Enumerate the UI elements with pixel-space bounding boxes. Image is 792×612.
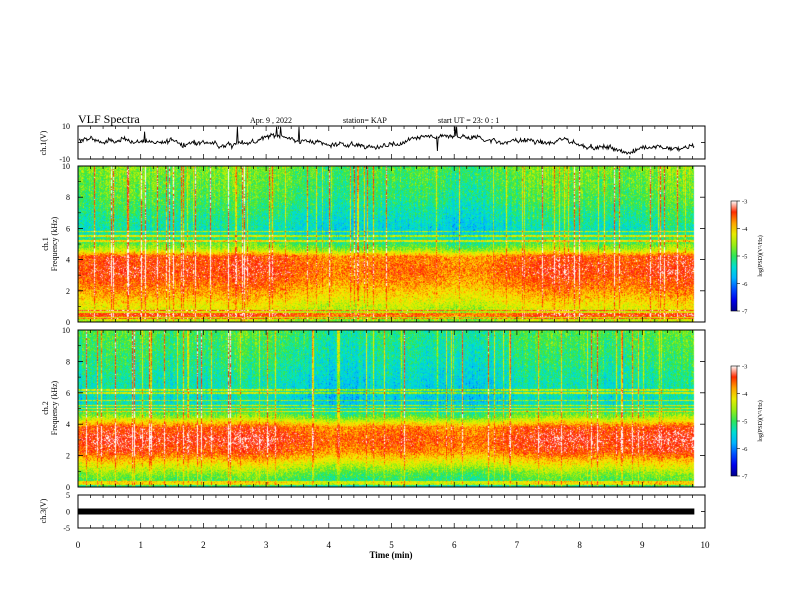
colorbar-tick-label: -7 [742, 474, 748, 481]
colorbar-tick-label: -7 [742, 309, 748, 316]
station-label: station= KAP [343, 116, 387, 125]
freq-tick-label: 0 [66, 318, 70, 327]
ch3-y-tick-label: -5 [63, 524, 70, 533]
colorbar-tick-label: -6 [742, 446, 748, 453]
freq-tick-label: 10 [62, 326, 70, 335]
ch2-spectrogram-image [78, 330, 705, 487]
freq-tick-label: 2 [66, 452, 70, 461]
time-tick-label: 7 [515, 540, 520, 550]
ch3-y-tick-label: 5 [66, 491, 70, 500]
time-tick-label: 1 [138, 540, 143, 550]
ch1-colorbar-label: log(PSD)(V²/Hz) [757, 235, 764, 276]
time-tick-label: 0 [76, 540, 81, 550]
time-axis: 0 1 2 3 4 5 6 7 8 9 10 [76, 126, 710, 550]
freq-tick-label: 0 [66, 483, 70, 492]
ch1-waveform-ylabel: ch.1(V) [39, 130, 48, 155]
ch2-colorbar-label: log(PSD)(V²/Hz) [757, 400, 764, 441]
ch2-spectrogram-channel-label: ch.2 [41, 401, 50, 415]
freq-tick-label: 4 [66, 420, 70, 429]
ch1-spectrogram-channel-label: ch.1 [41, 237, 50, 251]
ch1-y-tick-label: 10 [62, 122, 70, 131]
freq-tick-label: 2 [66, 287, 70, 296]
figure-title: VLF Spectra [78, 112, 140, 126]
colorbar-tick-label: -4 [742, 391, 748, 398]
time-tick-label: 5 [389, 540, 394, 550]
colorbar-tick-label: -5 [742, 254, 747, 261]
time-tick-label: 4 [327, 540, 332, 550]
ch1-colorbar-gradient [731, 201, 737, 311]
time-tick-label: 6 [452, 540, 457, 550]
ch3-waveform-trace [78, 508, 695, 515]
time-tick-label: 2 [201, 540, 206, 550]
ch3-y-tick-label: 0 [66, 508, 70, 517]
ch2-colorbar-gradient [731, 366, 737, 476]
colorbar-tick-label: -3 [742, 199, 747, 206]
date-label: Apr. 9 , 2022 [250, 116, 292, 125]
ch1-colorbar-ticks: -3 -4 -5 -6 -7 [737, 199, 748, 316]
ch2-colorbar: -3 -4 -5 -6 -7 log(PSD)(V²/Hz) [730, 364, 764, 481]
colorbar-tick-label: -4 [742, 226, 748, 233]
time-tick-label: 8 [577, 540, 582, 550]
ch1-colorbar: -3 -4 -5 -6 -7 log(PSD)(V²/Hz) [730, 199, 764, 316]
ch1-spectrogram-image [78, 166, 705, 322]
freq-tick-label: 6 [66, 224, 70, 233]
freq-tick-label: 8 [66, 357, 70, 366]
freq-tick-label: 4 [66, 256, 70, 265]
freq-tick-label: 8 [66, 193, 70, 202]
freq-tick-label: 6 [66, 389, 70, 398]
freq-tick-label: 10 [62, 162, 70, 171]
ch1-frequency-ylabel: Frequency (kHz) [50, 216, 59, 271]
ch2-colorbar-ticks: -3 -4 -5 -6 -7 [737, 364, 748, 481]
colorbar-tick-label: -6 [742, 281, 748, 288]
colorbar-tick-label: -5 [742, 419, 747, 426]
ch3-waveform-ylabel: ch.3(V) [39, 498, 48, 523]
ch2-frequency-ylabel: Frequency (kHz) [50, 380, 59, 435]
time-axis-label: Time (min) [369, 550, 412, 560]
time-tick-label: 3 [264, 540, 269, 550]
ch3-waveform-panel: 5 0 -5 ch.3(V) [39, 491, 706, 533]
ch1-waveform-trace [78, 126, 695, 155]
colorbar-tick-label: -3 [742, 364, 747, 371]
time-tick-label: 10 [701, 540, 711, 550]
ch1-y-tick-label: -10 [59, 155, 70, 164]
ch1-spectrogram-panel: 0 2 4 6 8 10 ch.1 Frequency (kHz) [41, 162, 706, 327]
start-time-label: start UT = 23: 0 : 1 [438, 116, 499, 125]
time-tick-label: 9 [640, 540, 645, 550]
ch1-waveform-panel: 10 -10 ch.1(V) [39, 122, 706, 164]
ch2-spectrogram-panel: 0 2 4 6 8 10 ch.2 Frequency (kHz) [41, 326, 706, 492]
